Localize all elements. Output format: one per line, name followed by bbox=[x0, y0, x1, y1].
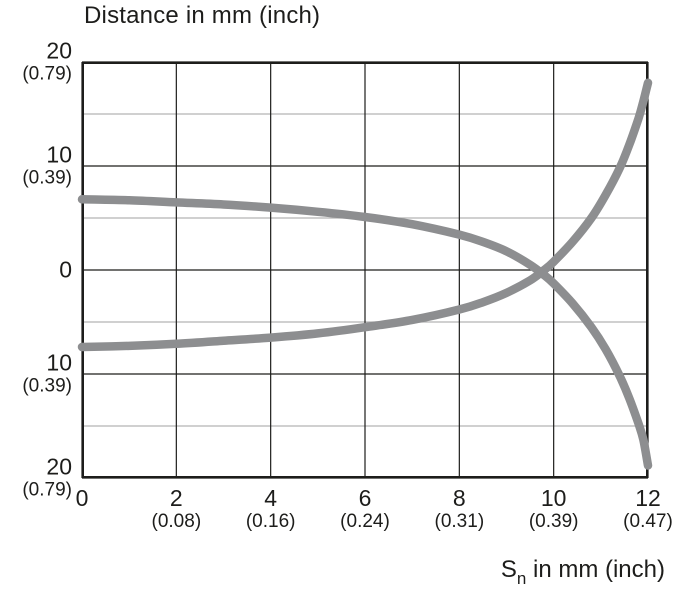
x-tick-label: 2 (0.08) bbox=[151, 485, 202, 533]
x-axis-unit: in mm (inch) bbox=[526, 556, 665, 583]
plot-area bbox=[77, 61, 653, 479]
x-tick-label: 4 (0.16) bbox=[245, 485, 296, 533]
y-tick-label: 20 (0.79) bbox=[22, 453, 72, 502]
y-tick-label: 0 bbox=[59, 256, 72, 283]
x-axis-symbol: S bbox=[500, 556, 517, 583]
plot-border bbox=[82, 62, 648, 478]
x-tick-label: 0 bbox=[75, 485, 89, 511]
y-axis-labels: 20 (0.79) 10 (0.39) 0 10 (0.39) 20 (0.79) bbox=[0, 0, 76, 600]
y-tick-label: 10 (0.39) bbox=[22, 349, 72, 398]
x-axis-subscript: n bbox=[516, 568, 527, 588]
chart-title: Distance in mm (inch) bbox=[84, 2, 321, 29]
x-tick-label: 8 (0.31) bbox=[434, 485, 485, 533]
y-tick-label: 10 (0.39) bbox=[22, 141, 72, 190]
x-tick-label: 10 (0.39) bbox=[528, 485, 579, 533]
x-tick-label: 12 (0.47) bbox=[623, 485, 673, 533]
x-axis-title: Sn in mm (inch) bbox=[501, 556, 665, 588]
curve-rising-curve bbox=[77, 78, 653, 352]
curve-falling-curve bbox=[77, 195, 653, 470]
x-tick-label: 6 (0.24) bbox=[340, 485, 390, 533]
y-tick-label: 20 (0.79) bbox=[22, 37, 72, 86]
